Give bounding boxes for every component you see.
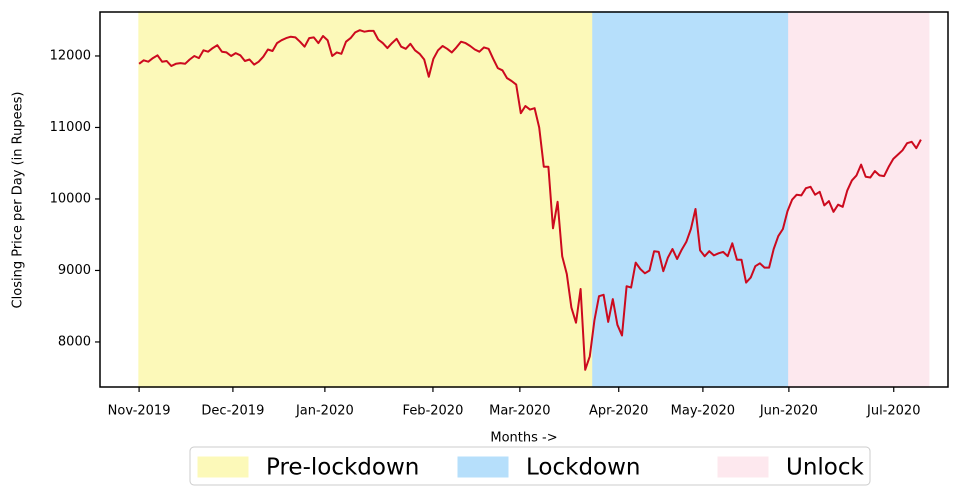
span <box>138 11 594 388</box>
legend-frame <box>189 446 871 486</box>
y-tick-label: 9000 <box>58 263 91 278</box>
price-line <box>138 29 922 371</box>
x-tick-label: Jun-2020 <box>759 404 818 419</box>
legend-swatch <box>717 456 769 478</box>
x-tick-label: May-2020 <box>671 404 735 419</box>
x-tick-label: Nov-2019 <box>108 404 171 419</box>
y-tick-label: 10000 <box>50 191 91 206</box>
y-tick-label: 8000 <box>58 334 91 349</box>
y-tick-label: 11000 <box>50 120 91 135</box>
y-tick-label: 12000 <box>50 48 91 63</box>
legend-label: Pre-lockdown <box>266 455 419 481</box>
legend-label: Unlock <box>786 455 865 481</box>
x-tick-label: Dec-2019 <box>201 404 264 419</box>
x-tick-label: Apr-2020 <box>589 404 648 419</box>
y-axis-label: Closing Price per Day (in Rupees) <box>11 92 26 309</box>
span <box>788 11 930 388</box>
legend-swatch <box>457 456 509 478</box>
span <box>592 11 790 388</box>
legend-label: Lockdown <box>526 455 641 481</box>
x-tick-label: Jul-2020 <box>866 404 920 419</box>
x-tick-label: Feb-2020 <box>403 404 464 419</box>
x-tick-label: Mar-2020 <box>489 404 550 419</box>
legend: Pre-lockdown Lockdown Unlock <box>189 446 871 486</box>
x-tick-label: Jan-2020 <box>295 404 354 419</box>
x-axis-label: Months -> <box>490 431 557 446</box>
legend-swatch <box>197 456 249 478</box>
